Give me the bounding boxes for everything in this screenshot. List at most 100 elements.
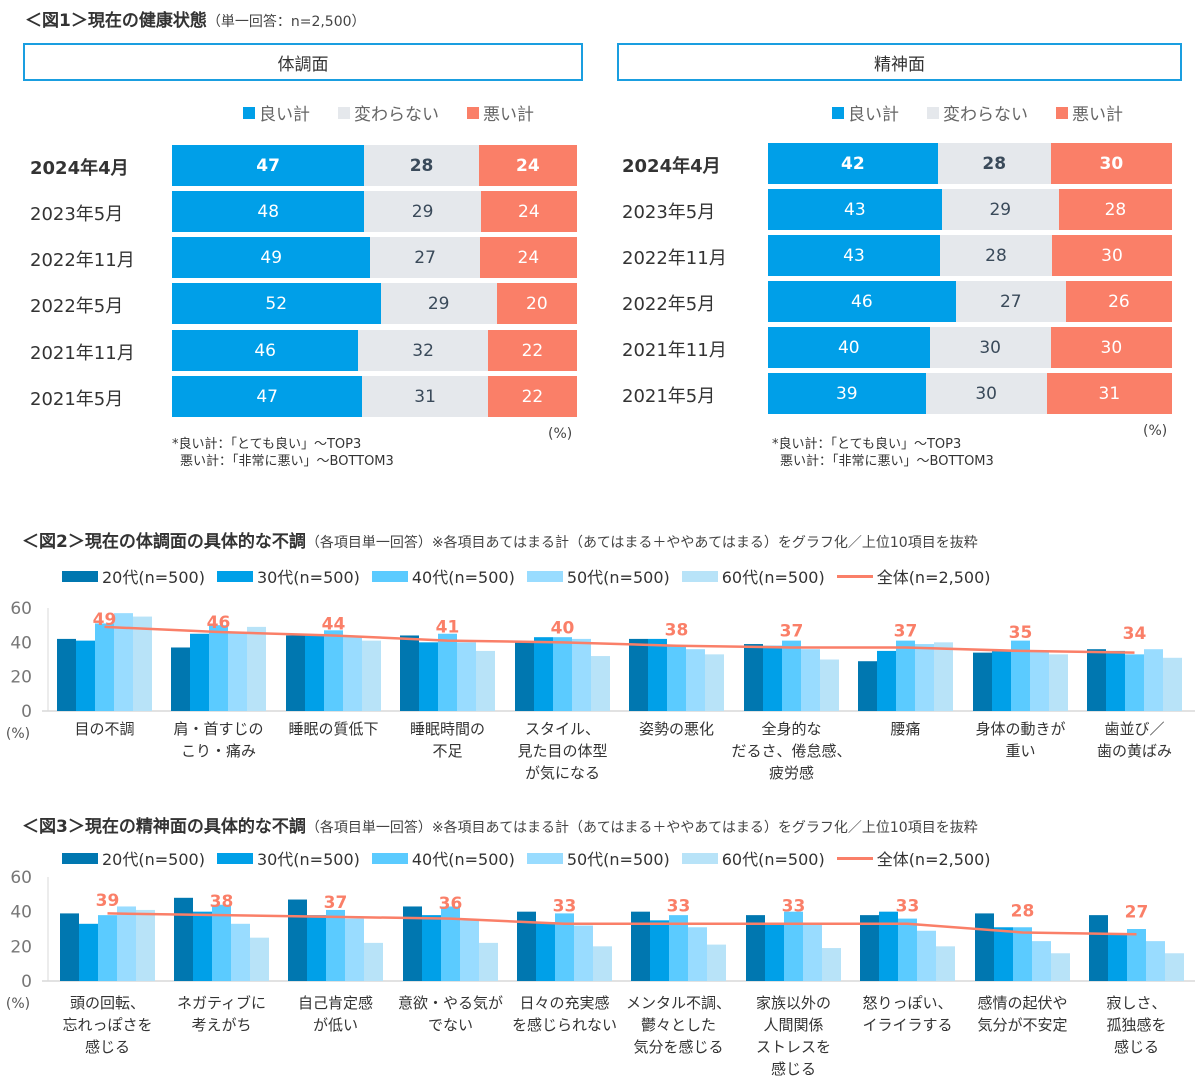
bar-40s [896, 640, 915, 711]
y-tick-label: 40 [10, 633, 32, 653]
fig1-note-physical: *良い計：「とても良い」～TOP3 悪い計：「非常に悪い」～BOTTOM3 [172, 436, 394, 470]
legend-swatch [681, 570, 718, 582]
fig1-legend-mental: 良い計 変わらない 悪い計 [832, 100, 1123, 125]
category-label: 意欲・やる気がでない [398, 994, 503, 1034]
legend-label: 悪い計 [483, 105, 534, 125]
bar-40s [441, 906, 460, 981]
bar-60s [479, 942, 498, 981]
bar-segment-same: 29 [364, 191, 481, 232]
stacked-bar-row: 42 28 30 [768, 143, 1172, 184]
category-label: 目の不調 [74, 720, 134, 738]
legend-item-good: 良い計 [243, 100, 310, 125]
stacked-bar-row: 47 28 24 [172, 145, 577, 186]
fig1-subtitle: （単一回答：n=2,500） [206, 14, 366, 30]
note-line: *良い計：「とても良い」～TOP3 [172, 437, 362, 452]
bar-30s [190, 633, 209, 711]
bar-segment-bad: 20 [496, 283, 577, 324]
legend-label: 40代(n=500) [411, 850, 515, 869]
bar-60s [591, 656, 610, 711]
category-label-line: が低い [313, 1016, 358, 1034]
bar-30s [879, 911, 898, 981]
bar-50s [345, 918, 364, 981]
fig2-legend: 20代(n=500) 30代(n=500) 40代(n=500) 50代(n=500)… [62, 564, 991, 588]
category-label-line: 日々の充実感 [519, 994, 609, 1012]
bar-50s [114, 613, 133, 711]
overall-data-label: 28 [1011, 901, 1035, 921]
overall-data-label: 40 [551, 618, 575, 638]
category-label-line: 睡眠の質低下 [288, 720, 378, 738]
category-label-line: 睡眠時間の [410, 720, 485, 738]
bar-60s [1165, 953, 1184, 981]
bar-30s [650, 920, 669, 981]
bar-segment-bad: 31 [1046, 373, 1172, 414]
legend-item: 50代(n=500) [526, 564, 670, 588]
bar-50s [572, 638, 591, 711]
bar-30s [307, 915, 326, 981]
bar-20s [515, 642, 534, 711]
legend-item-bad: 悪い計 [467, 100, 534, 125]
legend-item: 20代(n=500) [62, 846, 205, 870]
bar-20s [631, 911, 650, 981]
legend-swatch [526, 852, 563, 864]
bar-60s [1163, 657, 1182, 711]
category-label: 身体の動きが重い [975, 720, 1065, 760]
y-tick-label: 20 [10, 937, 32, 957]
overall-line [107, 912, 1137, 936]
category-label: 肩・首すじのこり・痛み [173, 720, 263, 760]
bar-60s [1049, 654, 1068, 711]
bar-40s [95, 623, 114, 711]
bar-40s [898, 918, 917, 981]
category-label-line: 重い [1005, 742, 1035, 760]
legend-label: 悪い計 [1072, 105, 1123, 125]
y-tick-label: 20 [10, 668, 32, 688]
overall-data-label: 33 [667, 897, 691, 917]
category-label: 感情の起伏や気分が不安定 [977, 994, 1067, 1034]
legend-swatch [216, 570, 253, 582]
row-label: 2024年4月 [622, 156, 721, 177]
bar-30s [76, 640, 95, 711]
category-label: メンタル不調、鬱々とした気分を感じる [626, 994, 731, 1056]
bar-50s [917, 930, 936, 981]
legend-line-swatch [836, 856, 873, 860]
bar-20s [973, 652, 992, 711]
category-label: 睡眠時間の不足 [410, 720, 485, 760]
category-label-line: 感じる [1114, 1038, 1159, 1056]
bar-50s [117, 906, 136, 981]
stacked-bar-row: 52 29 20 [172, 283, 577, 324]
stacked-bar-row: 43 29 28 [768, 189, 1172, 230]
category-label-line: 歯並び／ [1104, 720, 1164, 738]
bar-segment-bad: 24 [480, 191, 577, 232]
category-label: 睡眠の質低下 [288, 720, 378, 738]
overall-data-label: 37 [894, 621, 918, 641]
bar-segment-same: 27 [955, 281, 1066, 322]
bar-segment-good: 40 [768, 327, 930, 368]
row-label: 2022年11月 [30, 250, 135, 271]
bar-50s [343, 635, 362, 711]
bar-50s [1030, 650, 1049, 711]
legend-label: 良い計 [848, 105, 899, 125]
category-label-line: が気になる [525, 764, 600, 782]
bar-segment-same: 28 [940, 235, 1052, 276]
row-label: 2021年11月 [622, 340, 727, 361]
fig3-subtitle: （各項目単一回答）※各項目あてはまる計（あてはまる＋ややあてはまる）をグラフ化／… [305, 820, 978, 836]
bar-segment-bad: 28 [1058, 189, 1172, 230]
bar-30s [419, 642, 438, 711]
bar-segment-good: 42 [768, 143, 938, 184]
legend-swatch-same [338, 106, 350, 119]
bar-segment-same: 27 [370, 237, 480, 278]
overall-data-label: 36 [439, 894, 463, 914]
bar-segment-good: 52 [172, 283, 381, 324]
category-label-line: 疲労感 [769, 764, 814, 782]
fig2-subtitle: （各項目単一回答）※各項目あてはまる計（あてはまる＋ややあてはまる）をグラフ化／… [305, 535, 978, 551]
bar-60s [362, 640, 381, 711]
legend-item-bad: 悪い計 [1056, 100, 1123, 125]
legend-label: 60代(n=500) [721, 568, 825, 587]
category-label-line: でない [428, 1016, 473, 1034]
legend-swatch [216, 852, 253, 864]
legend-swatch-good [243, 106, 255, 119]
bar-segment-bad: 30 [1050, 327, 1172, 368]
bar-30s [1106, 650, 1125, 711]
overall-data-label: 37 [780, 621, 804, 641]
category-label-line: 寂しさ、 [1106, 994, 1166, 1012]
bar-segment-same: 28 [364, 145, 479, 186]
